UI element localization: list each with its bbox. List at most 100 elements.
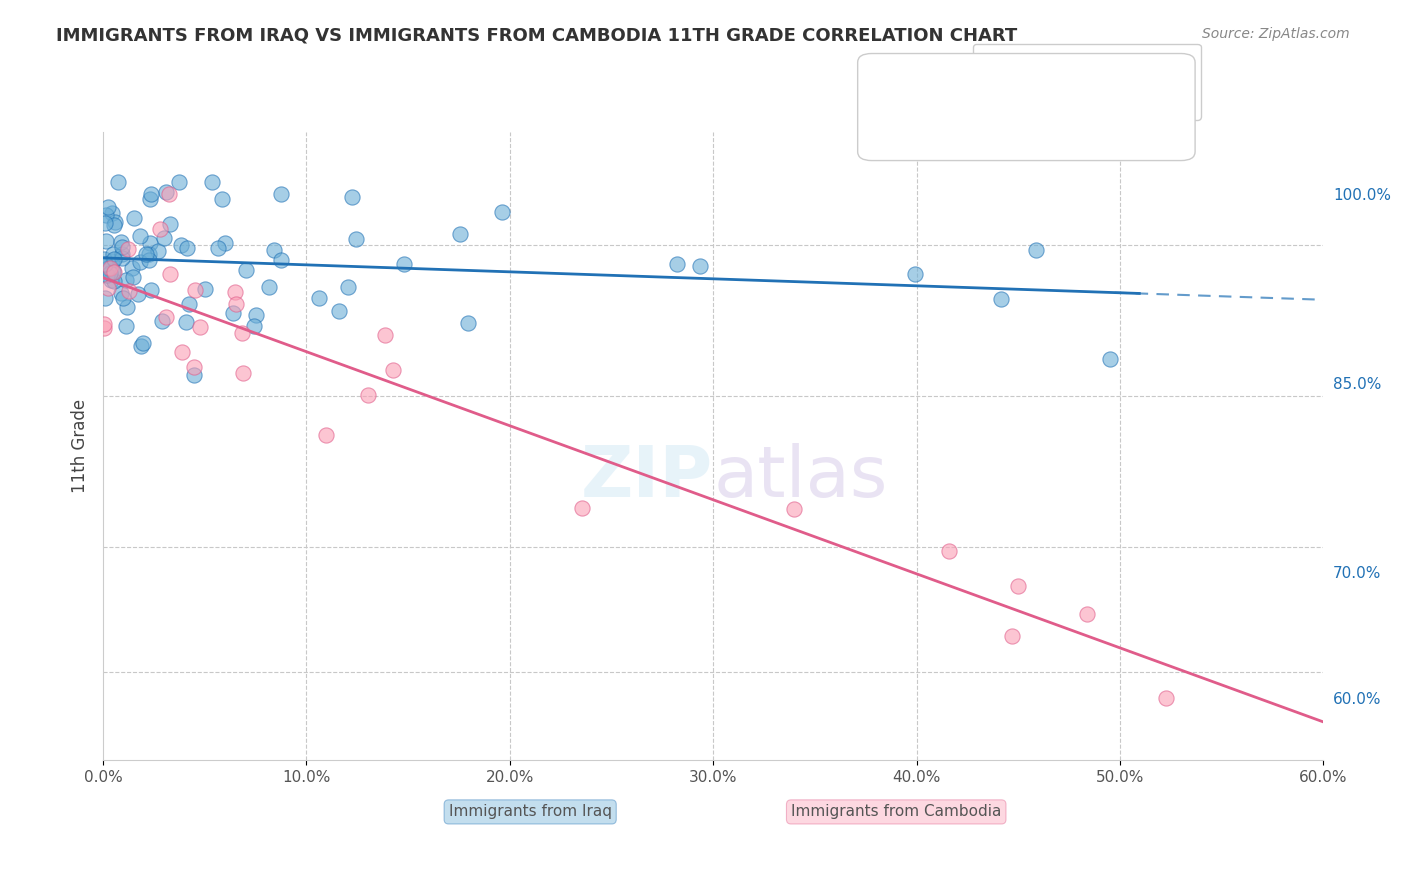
Cambodia <box>149 221 172 235</box>
Iraq <box>138 247 160 261</box>
Cambodia <box>315 427 337 442</box>
Cambodia <box>225 297 247 311</box>
Iraq <box>139 235 162 250</box>
Iraq <box>177 296 200 310</box>
Iraq <box>111 239 134 253</box>
Cambodia <box>183 360 205 375</box>
Iraq <box>194 282 217 296</box>
Iraq <box>183 368 205 383</box>
Iraq <box>115 319 138 334</box>
Iraq <box>115 300 138 314</box>
Iraq <box>132 336 155 351</box>
Iraq <box>214 236 236 251</box>
Cambodia <box>118 284 141 298</box>
Cambodia <box>93 317 115 331</box>
Iraq <box>97 200 120 214</box>
Iraq <box>148 244 170 259</box>
Iraq <box>103 218 125 232</box>
Iraq <box>94 208 117 222</box>
Cambodia <box>1154 690 1177 705</box>
Iraq <box>128 228 150 243</box>
Iraq <box>115 273 138 287</box>
Iraq <box>155 185 177 199</box>
Iraq <box>103 252 125 266</box>
Iraq <box>457 316 479 330</box>
Iraq <box>100 273 122 287</box>
Iraq <box>96 268 118 282</box>
Iraq <box>129 254 152 268</box>
Cambodia <box>159 267 181 281</box>
Iraq <box>1025 244 1047 258</box>
Iraq <box>139 283 162 297</box>
Iraq <box>336 280 359 294</box>
Iraq <box>96 235 118 249</box>
Iraq <box>201 175 224 189</box>
Iraq <box>1099 352 1122 367</box>
Iraq <box>94 216 117 230</box>
Iraq <box>167 175 190 189</box>
Iraq <box>121 260 143 275</box>
Iraq <box>257 280 280 294</box>
Iraq <box>104 214 127 228</box>
Iraq <box>170 238 193 252</box>
Iraq <box>159 217 181 231</box>
Iraq <box>138 253 160 268</box>
Iraq <box>174 315 197 329</box>
Text: atlas: atlas <box>713 443 887 512</box>
Iraq <box>270 253 292 268</box>
Iraq <box>110 286 132 301</box>
Iraq <box>135 247 157 261</box>
Iraq <box>127 286 149 301</box>
Iraq <box>94 257 117 271</box>
Iraq <box>245 308 267 322</box>
Cambodia <box>1076 607 1098 621</box>
Iraq <box>263 243 285 257</box>
Iraq <box>235 263 257 277</box>
Iraq <box>138 192 160 206</box>
Iraq <box>101 265 124 279</box>
Iraq <box>103 274 125 288</box>
Iraq <box>904 268 927 282</box>
Cambodia <box>172 345 194 359</box>
Iraq <box>689 259 711 273</box>
Cambodia <box>157 187 180 202</box>
Iraq <box>103 264 125 278</box>
Cambodia <box>373 328 395 343</box>
Text: ZIP: ZIP <box>581 443 713 512</box>
Iraq <box>666 257 689 271</box>
Cambodia <box>103 265 125 279</box>
Iraq <box>94 291 117 305</box>
Iraq <box>110 251 132 265</box>
Iraq <box>449 227 471 241</box>
Iraq <box>344 232 367 246</box>
Text: Immigrants from Cambodia: Immigrants from Cambodia <box>792 805 1001 820</box>
Iraq <box>93 252 115 266</box>
Iraq <box>121 269 143 284</box>
Cambodia <box>97 281 120 295</box>
Cambodia <box>1001 629 1024 643</box>
Iraq <box>112 291 135 305</box>
Cambodia <box>1007 579 1029 593</box>
Cambodia <box>231 326 253 341</box>
Y-axis label: 11th Grade: 11th Grade <box>72 399 89 493</box>
Iraq <box>110 247 132 261</box>
Iraq <box>100 253 122 268</box>
Iraq <box>107 175 129 189</box>
Iraq <box>97 260 120 275</box>
Iraq <box>211 192 233 206</box>
Cambodia <box>93 320 115 334</box>
Cambodia <box>224 285 246 299</box>
Cambodia <box>184 283 207 297</box>
Iraq <box>207 241 229 255</box>
Iraq <box>152 231 174 245</box>
Cambodia <box>571 501 593 516</box>
Iraq <box>243 319 266 334</box>
Iraq <box>491 205 513 219</box>
Iraq <box>270 186 292 201</box>
Cambodia <box>783 501 806 516</box>
Legend: R = -0.163   N = 84, R = -0.771   N = 30: R = -0.163 N = 84, R = -0.771 N = 30 <box>973 44 1201 120</box>
Cambodia <box>98 260 121 275</box>
Iraq <box>122 211 145 225</box>
Iraq <box>308 292 330 306</box>
Iraq <box>150 314 173 328</box>
